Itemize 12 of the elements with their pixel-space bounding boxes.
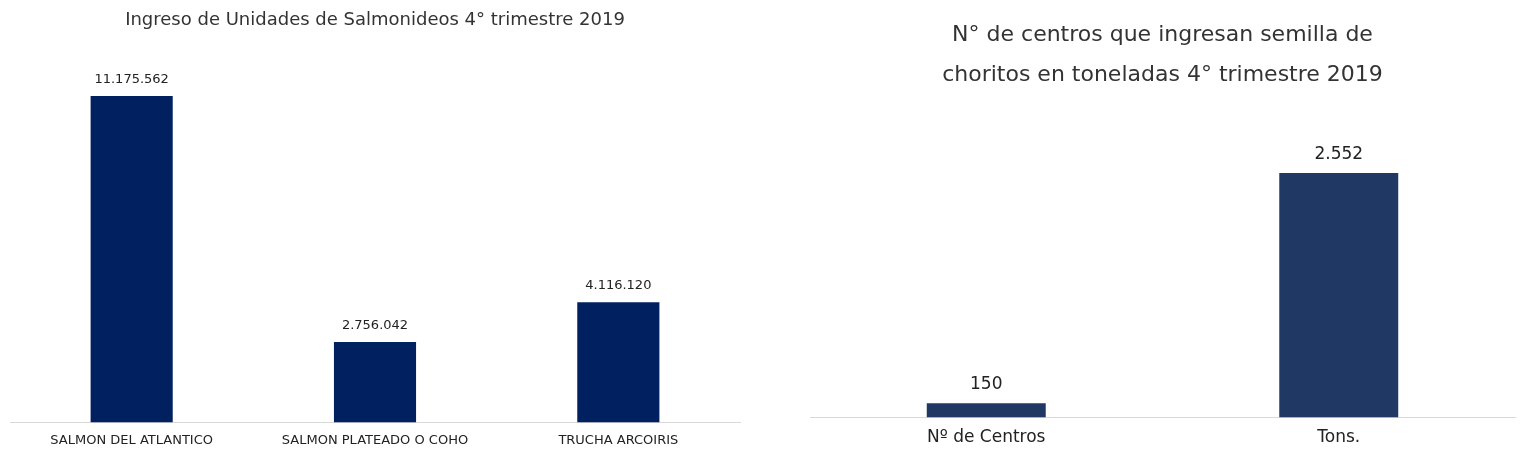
data-label: 4.116.120 xyxy=(585,277,652,293)
data-label: 2.756.042 xyxy=(341,316,409,332)
data-label: 150 xyxy=(970,373,1003,394)
chart-title: Ingreso de Unidades de Salmonideos 4° trimestre 2019 xyxy=(124,7,626,31)
x-tick-label: Tons. xyxy=(1316,426,1361,447)
x-tick-label: SALMON DEL ATLANTICO xyxy=(50,431,213,447)
data-label: 11.175.562 xyxy=(94,70,169,86)
x-tick-label: TRUCHA ARCOIRIS xyxy=(557,431,679,447)
x-tick-label: Nº de Centros xyxy=(927,426,1046,447)
chart-title: N° de centros que ingresan semilla de choritos en toneladas 4° trimestre 2019 xyxy=(941,20,1384,88)
data-label: 2.552 xyxy=(1314,142,1364,163)
x-tick-label: SALMON PLATEADO O COHO xyxy=(281,431,469,447)
